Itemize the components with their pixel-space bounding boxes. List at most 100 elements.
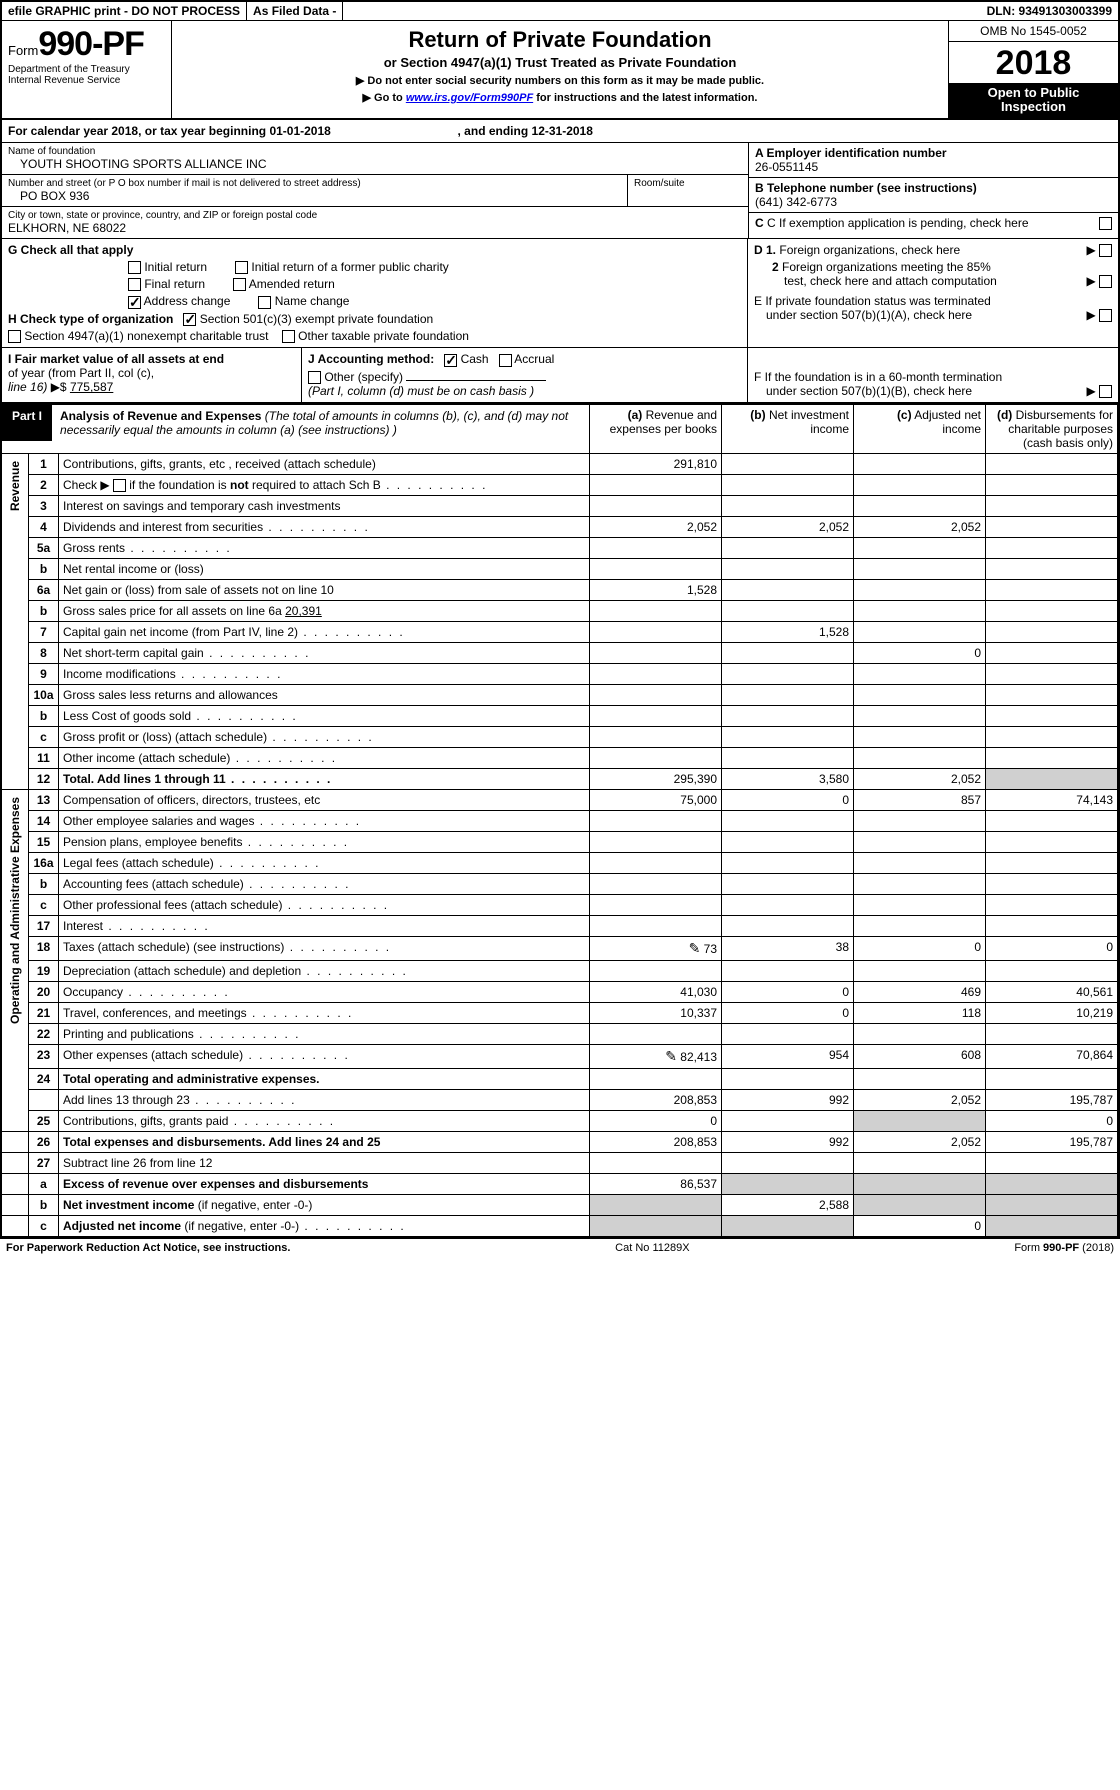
i-line2: of year (from Part II, col (c),: [8, 366, 295, 380]
expenses-side-label: Operating and Administrative Expenses: [6, 793, 24, 1028]
footer-right: Form 990-PF (2018): [1014, 1242, 1114, 1254]
ein-value: 26-0551145: [755, 160, 1112, 174]
g-amended-checkbox[interactable]: [233, 278, 246, 291]
row-15: 15Pension plans, employee benefits: [2, 832, 1118, 853]
pencil-icon[interactable]: ✎: [689, 940, 701, 956]
part1-table: Part I Analysis of Revenue and Expenses …: [2, 404, 1118, 1237]
ssn-warning: ▶ Do not enter social security numbers o…: [180, 74, 940, 87]
e2-text: under section 507(b)(1)(A), check here: [754, 308, 972, 322]
g-opt-initial: Initial return: [144, 260, 207, 274]
e1-text: E If private foundation status was termi…: [754, 294, 991, 308]
phone-cell: B Telephone number (see instructions) (6…: [749, 178, 1118, 213]
form-prefix: Form: [8, 43, 38, 58]
row-18: 18Taxes (attach schedule) (see instructi…: [2, 937, 1118, 961]
row-23: 23Other expenses (attach schedule)✎ 82,4…: [2, 1045, 1118, 1069]
row-2: 2 Check ▶ if the foundation is not requi…: [2, 474, 1118, 495]
g-opt-name: Name change: [275, 294, 350, 308]
row-25: 25Contributions, gifts, grants paid00: [2, 1111, 1118, 1132]
row-14: 14Other employee salaries and wages: [2, 811, 1118, 832]
exemption-cell: C C If exemption application is pending,…: [749, 213, 1118, 233]
row-6a: 6aNet gain or (loss) from sale of assets…: [2, 580, 1118, 601]
g-final-checkbox[interactable]: [128, 278, 141, 291]
part1-desc: Analysis of Revenue and Expenses (The to…: [52, 405, 589, 441]
street-label: Number and street (or P O box number if …: [8, 178, 621, 189]
goto-pre: ▶ Go to: [363, 92, 406, 104]
row-10c: cGross profit or (loss) (attach schedule…: [2, 727, 1118, 748]
d1-checkbox[interactable]: [1099, 244, 1112, 257]
d2b-text: test, check here and attach computation: [772, 274, 997, 288]
ein-cell: A Employer identification number 26-0551…: [749, 143, 1118, 178]
irs-link[interactable]: www.irs.gov/Form990PF: [406, 92, 533, 104]
h-4947-checkbox[interactable]: [8, 330, 21, 343]
form-container: efile GRAPHIC print - DO NOT PROCESS As …: [0, 0, 1120, 1239]
row-10b: bLess Cost of goods sold: [2, 706, 1118, 727]
form-id-block: Form990-PF Department of the Treasury In…: [2, 21, 172, 118]
row-12: 12Total. Add lines 1 through 11295,3903,…: [2, 769, 1118, 790]
h-other-checkbox[interactable]: [282, 330, 295, 343]
g-initial-checkbox[interactable]: [128, 261, 141, 274]
e-checkbox[interactable]: [1099, 309, 1112, 322]
cal-begin: For calendar year 2018, or tax year begi…: [8, 124, 331, 138]
as-filed-label: As Filed Data -: [247, 2, 343, 20]
open-line1: Open to Public: [952, 86, 1115, 100]
row-11: 11Other income (attach schedule): [2, 748, 1118, 769]
street-value: PO BOX 936: [8, 189, 621, 203]
row-17: 17Interest: [2, 916, 1118, 937]
g-initial-former-checkbox[interactable]: [235, 261, 248, 274]
dln-number: DLN: 93491303003399: [981, 2, 1118, 20]
j-accrual-checkbox[interactable]: [499, 354, 512, 367]
g-name-checkbox[interactable]: [258, 296, 271, 309]
d1-text: Foreign organizations, check here: [779, 243, 960, 257]
f-checkbox[interactable]: [1099, 385, 1112, 398]
j-block: J Accounting method: Cash Accrual Other …: [302, 348, 748, 402]
city-cell: City or town, state or province, country…: [2, 207, 748, 238]
row-27: 27Subtract line 26 from line 12: [2, 1153, 1118, 1174]
h-opt-4947: Section 4947(a)(1) nonexempt charitable …: [24, 329, 268, 343]
g-opt-address: Address change: [144, 294, 231, 308]
footer-left: For Paperwork Reduction Act Notice, see …: [6, 1242, 290, 1254]
footer-cat: Cat No 11289X: [615, 1242, 689, 1254]
calendar-year-row: For calendar year 2018, or tax year begi…: [2, 120, 1118, 143]
j-note: (Part I, column (d) must be on cash basi…: [308, 384, 741, 398]
row-4: 4Dividends and interest from securities2…: [2, 517, 1118, 538]
revenue-side-label: Revenue: [6, 457, 24, 515]
row-21: 21Travel, conferences, and meetings10,33…: [2, 1003, 1118, 1024]
form-title: Return of Private Foundation: [180, 27, 940, 53]
j-other-checkbox[interactable]: [308, 371, 321, 384]
identity-block: Name of foundation YOUTH SHOOTING SPORTS…: [2, 143, 1118, 239]
room-label: Room/suite: [634, 178, 742, 189]
f-line1: F If the foundation is in a 60-month ter…: [754, 370, 1002, 384]
name-label: Name of foundation: [8, 146, 742, 157]
c-checkbox[interactable]: [1099, 217, 1112, 230]
row-27a: aExcess of revenue over expenses and dis…: [2, 1174, 1118, 1195]
street-row: Number and street (or P O box number if …: [2, 175, 748, 207]
row-24a: 24Total operating and administrative exp…: [2, 1069, 1118, 1090]
h-501c3-checkbox[interactable]: [183, 313, 196, 326]
foundation-name: YOUTH SHOOTING SPORTS ALLIANCE INC: [8, 157, 742, 171]
row-9: 9Income modifications: [2, 664, 1118, 685]
r6b-value: 20,391: [285, 604, 322, 618]
row-26: 26Total expenses and disbursements. Add …: [2, 1132, 1118, 1153]
row-13: Operating and Administrative Expenses 13…: [2, 790, 1118, 811]
title-col: Return of Private Foundation or Section …: [172, 21, 948, 118]
row-16b: bAccounting fees (attach schedule): [2, 874, 1118, 895]
j-cash-checkbox[interactable]: [444, 354, 457, 367]
schb-checkbox[interactable]: [113, 479, 126, 492]
g-address-checkbox[interactable]: [128, 296, 141, 309]
j-accrual: Accrual: [514, 352, 554, 366]
form-990pf-text: 990-PF: [38, 25, 144, 63]
pencil-icon[interactable]: ✎: [665, 1048, 677, 1064]
row-16c: cOther professional fees (attach schedul…: [2, 895, 1118, 916]
form-number: Form990-PF: [8, 25, 165, 64]
phone-value: (641) 342-6773: [755, 195, 1112, 209]
g-opt-former: Initial return of a former public charit…: [251, 260, 448, 274]
city-value: ELKHORN, NE 68022: [8, 221, 742, 235]
j-other: Other (specify): [324, 370, 403, 384]
col-d-header: (d) Disbursements for charitable purpose…: [986, 404, 1118, 453]
d2-checkbox[interactable]: [1099, 275, 1112, 288]
foundation-name-cell: Name of foundation YOUTH SHOOTING SPORTS…: [2, 143, 748, 175]
city-label: City or town, state or province, country…: [8, 210, 742, 221]
col-c-header: (c) Adjusted net income: [854, 404, 986, 453]
tax-year: 2018: [949, 42, 1118, 83]
row-22: 22Printing and publications: [2, 1024, 1118, 1045]
